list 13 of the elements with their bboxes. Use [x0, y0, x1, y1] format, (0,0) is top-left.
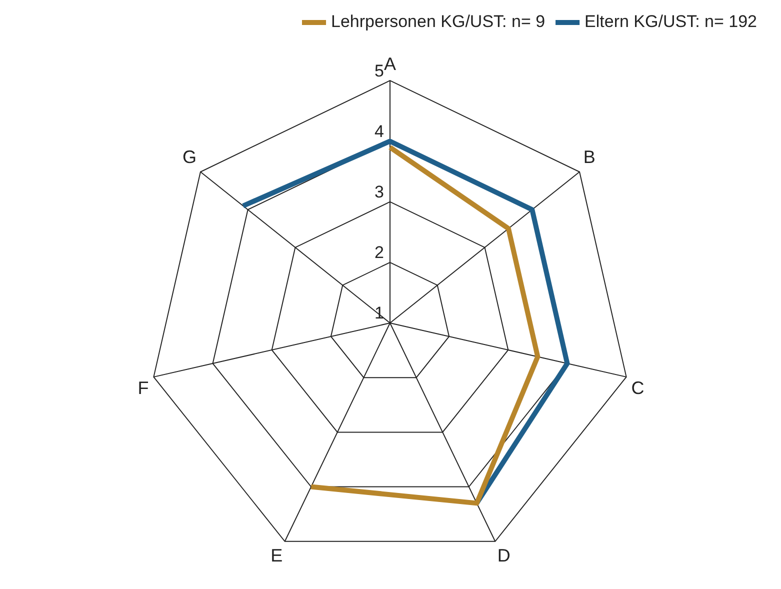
spoke-label: B [583, 146, 596, 167]
spoke-label: A [384, 54, 396, 74]
spoke-label: D [497, 546, 510, 566]
y-tick-label: 2 [374, 243, 384, 262]
y-tick-label: 3 [374, 182, 384, 202]
spoke-label: C [631, 378, 644, 398]
y-tick-label: 5 [374, 61, 384, 80]
y-tick-label: 4 [374, 122, 384, 141]
legend-label: Lehrpersonen KG/UST: n= 9 [331, 12, 546, 32]
spoke-label: F [138, 378, 149, 398]
spoke-label: G [182, 146, 197, 167]
spoke-label: E [270, 546, 283, 566]
legend-label: Eltern KG/UST: n= 192 [584, 12, 758, 32]
